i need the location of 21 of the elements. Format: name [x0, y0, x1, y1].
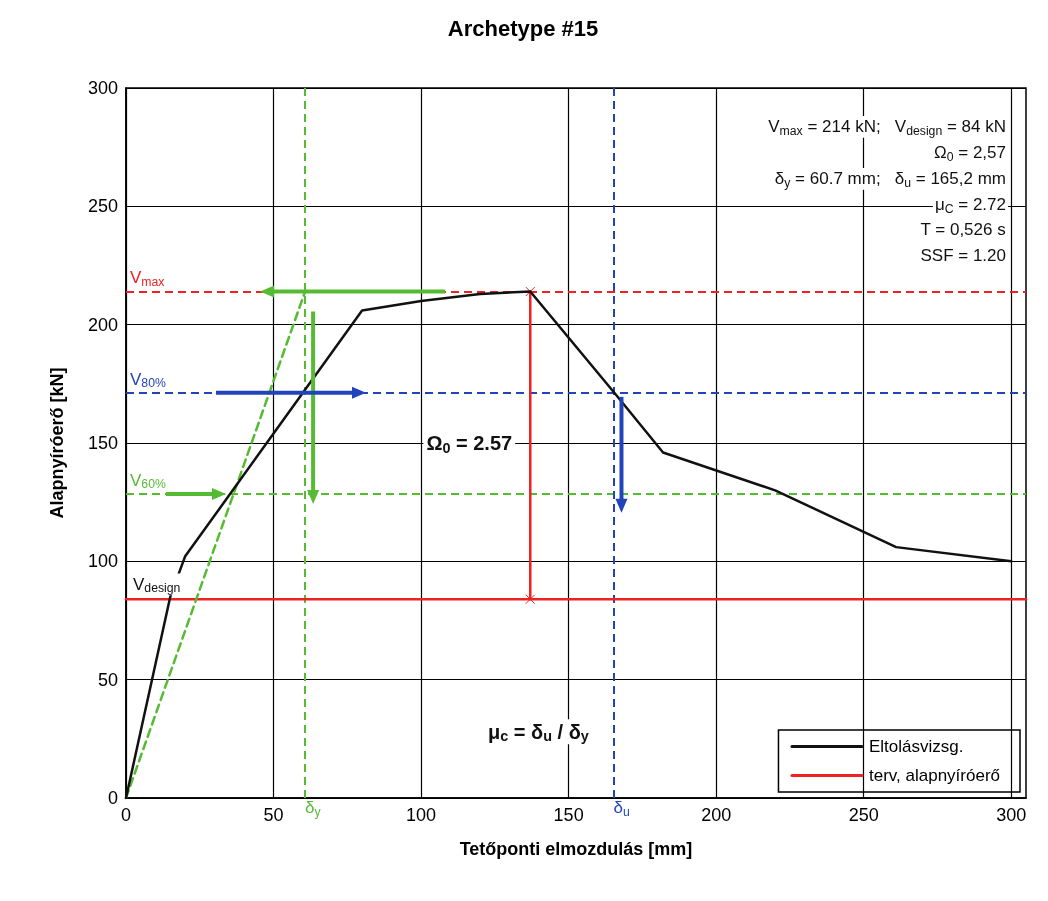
- x-tick-label: 50: [263, 805, 284, 825]
- legend-label: terv, alapnyíróerő: [868, 766, 1000, 785]
- y-tick-label: 200: [87, 314, 118, 335]
- x-tick-label: 150: [553, 805, 584, 825]
- y-tick-label: 50: [97, 669, 118, 690]
- y-tick-label: 300: [87, 78, 118, 98]
- y-tick-label: 250: [87, 196, 118, 217]
- legend-label: Eltolásvizsg.: [868, 737, 964, 756]
- annotation: T = 0,526 s: [920, 220, 1006, 239]
- x-tick-label: 100: [406, 805, 437, 825]
- x-tick-label: 250: [848, 805, 879, 825]
- y-axis-title: Alapnyíróerő [kN]: [47, 367, 67, 519]
- chart-title: Archetype #15: [447, 15, 599, 41]
- x-tick-label: 300: [996, 805, 1027, 825]
- x-axis-title: Tetőponti elmozdulás [mm]: [459, 839, 693, 859]
- y-tick-label: 100: [87, 551, 118, 572]
- y-tick-label: 150: [87, 433, 118, 453]
- y-tick-label: 0: [107, 788, 118, 808]
- annotation: SSF = 1.20: [920, 246, 1007, 265]
- x-tick-label: 0: [120, 805, 132, 825]
- x-tick-label: 200: [701, 805, 732, 825]
